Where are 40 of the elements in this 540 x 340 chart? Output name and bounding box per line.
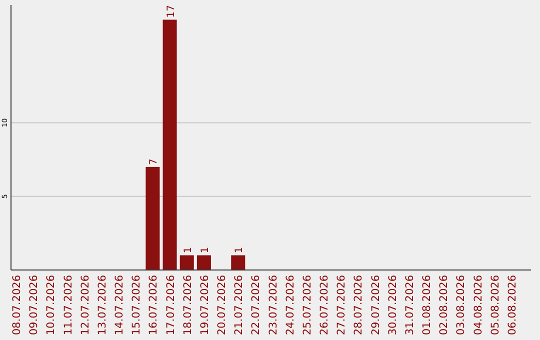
data-label: 7: [148, 158, 160, 165]
x-tick-label: 25.07.2026: [301, 274, 314, 336]
x-tick-label: 06.08.2026: [506, 274, 518, 336]
x-tick-label: 21.07.2026: [233, 274, 246, 336]
x-tick-label: 15.07.2026: [130, 274, 143, 336]
x-tick-label: 09.07.2026: [28, 274, 40, 336]
x-tick-label: 28.07.2026: [352, 274, 365, 336]
x-tick-label: 01.08.2026: [421, 274, 434, 336]
x-tick-label: 22.07.2026: [250, 274, 262, 336]
data-label: 1: [182, 246, 194, 254]
x-tick-label: 10.07.2026: [45, 274, 58, 336]
x-tick-label: 29.07.2026: [370, 274, 382, 336]
x-tick-label: 26.07.2026: [318, 274, 331, 336]
x-tick-label: 05.08.2026: [489, 274, 502, 336]
x-tick-label: 18.07.2026: [182, 274, 194, 336]
x-tick-label: 16.07.2026: [148, 274, 160, 336]
x-tick-label: 04.08.2026: [472, 274, 484, 336]
x-tick-label: 14.07.2026: [114, 274, 126, 336]
x-tick-label: 13.07.2026: [96, 274, 108, 336]
x-tick-label: 20.07.2026: [216, 274, 228, 336]
x-tick-label: 11.07.2026: [62, 274, 74, 336]
bar: [162, 20, 177, 270]
bar: [146, 166, 160, 270]
x-tick-label: 30.07.2026: [386, 274, 399, 336]
x-tick-label: 08.07.2026: [11, 274, 24, 336]
bar: [180, 255, 194, 270]
x-tick-label: 24.07.2026: [284, 274, 296, 336]
x-tick-label: 23.07.2026: [267, 274, 280, 336]
x-tick-label: 19.07.2026: [198, 274, 211, 336]
x-tick-label: 27.07.2026: [336, 274, 348, 336]
x-tick-label: 02.08.2026: [438, 274, 450, 336]
bar: [231, 255, 246, 270]
x-tick-label: 12.07.2026: [79, 274, 92, 336]
data-label: 17: [166, 4, 177, 18]
data-label: 1: [200, 246, 211, 254]
x-tick-label: 17.07.2026: [164, 274, 177, 336]
x-tick-label: 03.08.2026: [455, 274, 468, 336]
bar: [196, 255, 211, 270]
data-label: 1: [234, 246, 246, 254]
x-tick-label: 31.07.2026: [404, 274, 416, 336]
